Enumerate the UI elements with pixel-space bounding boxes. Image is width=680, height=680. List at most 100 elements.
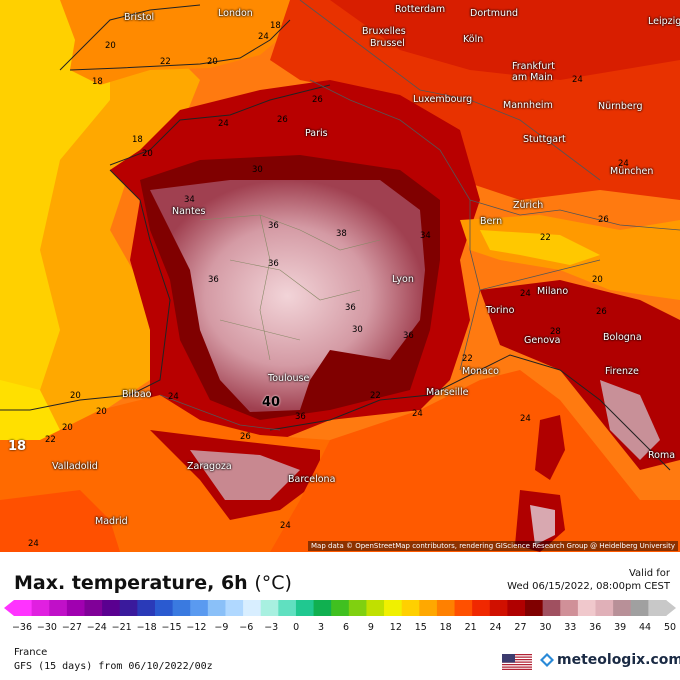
city-label: Milano [537,286,568,297]
isoline-value: 30 [352,325,363,335]
city-name: Brussel [370,38,405,49]
isoline-value: 30 [252,165,263,175]
regional-borders [199,214,381,361]
city-name: Bruxelles [362,26,406,37]
color-scale-tick: −24 [86,622,107,633]
color-scale-tick: 36 [589,622,602,633]
meteologix-logo-icon [540,653,554,667]
city-name: Genova [524,335,561,346]
city-label: London [218,8,253,19]
isoline-value: 24 [572,75,583,85]
city-name: London [218,8,253,19]
mediterranean-zone [270,370,680,552]
city-name: Dortmund [470,8,519,19]
city-label: Köln [463,34,483,45]
city-name: Bern [480,216,503,227]
isoline-value: 22 [45,435,56,445]
city-label: Bern [480,216,502,227]
city-label: Brussel [370,38,405,49]
coastline-atlantic [0,84,331,411]
city-label: Marseille [426,387,468,398]
tuscany-extreme-zone [600,380,660,460]
color-scale-tick: 44 [639,622,652,633]
color-scale-segment [436,600,456,616]
color-scale-segment [577,600,597,616]
isoline-value: 26 [598,215,609,225]
color-scale-tick: −36 [11,622,33,633]
city-name: Leipzig [648,16,680,27]
city-label: Zürich [513,200,543,211]
us-flag-icon[interactable] [502,654,532,670]
color-scale-segment [31,600,50,616]
color-scale-tick: −18 [136,622,157,633]
color-scale-min-arrow [4,600,14,616]
isoline-value: 26 [596,307,607,317]
city-name: Milano [537,286,569,297]
city-name: Bilbao [122,389,152,400]
color-scale-bar [4,600,676,616]
region-label: France [14,647,48,658]
city-label: Madrid [95,516,128,527]
map-title-unit: (°C) [254,572,292,594]
isoline-value: 22 [540,233,551,243]
city-label: Valladolid [52,461,98,472]
city-label: Bologna [603,332,642,343]
city-name: Nürnberg [598,101,643,112]
brand-name: meteologix.com [557,652,680,668]
color-scale-segment [102,600,121,616]
city-label: Torino [486,305,514,316]
color-scale-tick: −9 [214,622,229,633]
valid-date: Wed 06/15/2022, 08:00pm CEST [507,581,670,592]
isoline-value: 24 [520,414,531,424]
color-scale-segment [525,600,544,616]
isoline-value: 24 [28,539,39,549]
color-scale-ticks: −36 −30 −27 −24 −21 −18 −15 −12 −9 −6 −3 0 3 6 9 12 15 18… [0,622,680,634]
city-label: München [610,166,653,177]
isoline-value: 34 [420,231,431,241]
color-scale-tick: 15 [414,622,427,633]
color-scale-segment [489,600,508,616]
city-name: Marseille [426,387,469,398]
alps-cool-zone [480,230,600,265]
isoline-value: 36 [295,412,306,422]
isoline-value: 26 [240,432,251,442]
color-scale-tick: 21 [464,622,477,633]
isoline-value: 28 [550,327,561,337]
city-label: Zaragoza [187,461,232,472]
color-scale-tick: 3 [318,622,325,633]
isoline-value: 24 [168,392,179,402]
color-scale-segment [278,600,297,616]
color-scale-segment [472,600,491,616]
model-run-label: GFS (15 days) from 06/10/2022/00z [14,661,213,672]
central-spain-zone [0,490,120,552]
city-label: Luxembourg [413,94,472,105]
coastline-britain [59,4,291,71]
color-scale-segment [260,600,279,616]
temperature-map[interactable]: Bristol London Rotterdam Dortmund Leipzig Bru… [0,0,680,552]
color-scale-segment [66,600,85,616]
atlantic-mild-zone [0,0,110,430]
isoline-value: 20 [62,423,73,433]
color-scale-segment [331,600,350,616]
city-name: Bristol [124,12,155,23]
city-label: Nantes [172,206,205,217]
city-label: Toulouse [268,373,309,384]
isoline-value: 22 [370,391,381,401]
brand-logo[interactable]: meteologix.com [540,652,680,668]
isoline-value: 34 [184,195,195,205]
color-scale-tick: 12 [389,622,402,633]
city-name: Roma [648,450,676,461]
city-name: Lyon [392,274,414,285]
isoline-value: 20 [207,57,218,67]
map-title: Max. temperature, 6h (°C) [14,572,292,594]
isoline-value: 18 [270,21,281,31]
color-scale-segment [366,600,385,616]
city-label: Monaco [462,366,499,377]
color-scale-tick: −30 [36,622,57,633]
city-name: Mannheim [503,100,553,111]
city-name: Stuttgart [523,134,566,145]
city-label: am Main [512,72,553,83]
color-scale-tick: −12 [186,622,207,633]
color-scale-tick: −3 [264,622,279,633]
color-scale-tick: 39 [614,622,627,633]
